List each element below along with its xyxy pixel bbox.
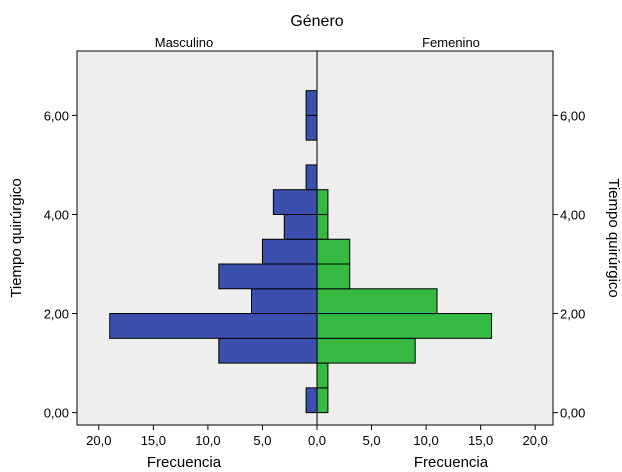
y-ticks-right: 0,00 2,00 4,00 6,00 <box>553 108 585 421</box>
x-axis-title-right: Frecuencia <box>414 454 489 471</box>
bar-femenino-5 <box>316 263 351 290</box>
y-axis-title-right: Tiempo quirúrgico <box>605 178 622 298</box>
x-tick-label: 20,0 <box>86 433 111 448</box>
bars-group <box>109 90 493 414</box>
bar-femenino-4 <box>316 288 438 315</box>
panel-title-femenino: Femenino <box>422 35 480 50</box>
bar-masculino-8 <box>305 164 318 191</box>
x-tick-label: 10,0 <box>413 433 438 448</box>
y-tick-label-left: 0,00 <box>44 406 69 421</box>
y-tick-label-left: 6,00 <box>44 108 69 123</box>
bar-femenino-2 <box>316 337 416 364</box>
bar-masculino-5 <box>261 238 318 265</box>
bar-femenino-3 <box>316 313 493 339</box>
y-tick-label-right: 6,00 <box>560 108 585 123</box>
x-tick-label: 5,0 <box>363 433 381 448</box>
bar-femenino-7 <box>316 213 329 240</box>
bar-femenino-6 <box>316 238 351 265</box>
x-tick-label: 5,0 <box>253 433 271 448</box>
bar-masculino-9 <box>305 114 318 141</box>
bar-femenino-8 <box>316 189 329 215</box>
bar-masculino-4 <box>218 263 318 290</box>
bar-masculino-6 <box>283 213 318 240</box>
bar-masculino-10 <box>305 90 318 116</box>
x-tick-label: 15,0 <box>468 433 493 448</box>
bar-femenino-1 <box>316 362 329 389</box>
x-tick-label: 0,0 <box>308 433 326 448</box>
x-ticks: 20,0 15,0 10,0 5,0 0,0 5,0 10,0 15,0 20,0 <box>86 425 548 448</box>
y-ticks-left: 0,00 2,00 4,00 6,00 <box>44 108 77 421</box>
x-tick-label: 20,0 <box>523 433 548 448</box>
y-tick-label-left: 2,00 <box>44 307 69 322</box>
y-tick-label-left: 4,00 <box>44 207 69 222</box>
bar-masculino-1 <box>218 337 318 364</box>
y-tick-label-right: 0,00 <box>560 406 585 421</box>
x-tick-label: 10,0 <box>195 433 220 448</box>
chart-title: Género <box>290 13 343 30</box>
y-axis-title-left: Tiempo quirúrgico <box>8 178 25 298</box>
bar-masculino-7 <box>272 189 318 215</box>
panel-title-masculino: Masculino <box>155 35 214 50</box>
bar-masculino-0 <box>305 387 318 414</box>
y-tick-label-right: 4,00 <box>560 207 585 222</box>
bar-masculino-3 <box>251 288 318 315</box>
bar-masculino-2 <box>109 313 318 339</box>
x-axis-title-left: Frecuencia <box>147 454 222 471</box>
x-tick-label: 15,0 <box>141 433 166 448</box>
bar-femenino-0 <box>316 387 329 414</box>
y-tick-label-right: 2,00 <box>560 307 585 322</box>
